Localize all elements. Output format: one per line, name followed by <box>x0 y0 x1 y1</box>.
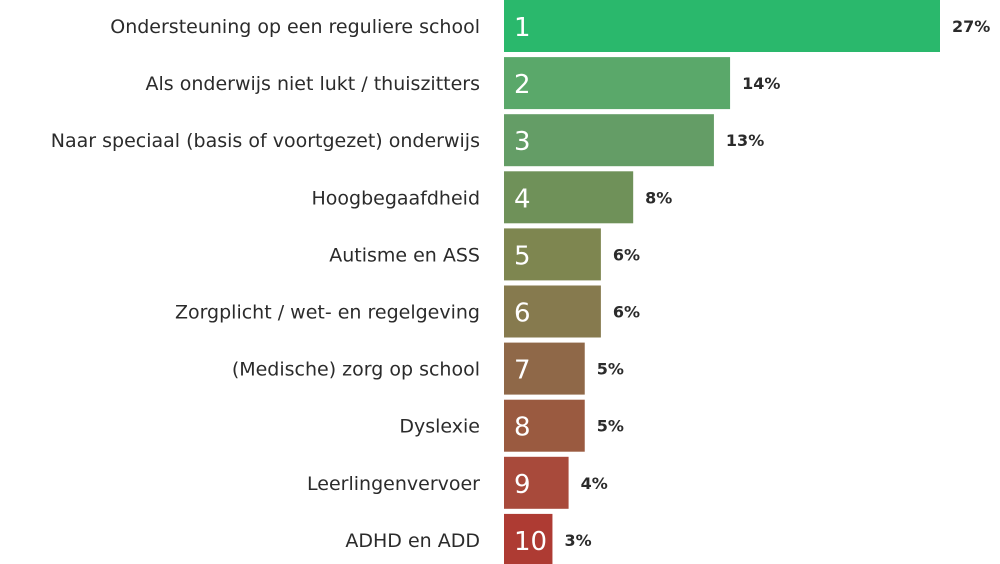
category-label: Autisme en ASS <box>329 244 480 266</box>
rank-label: 8 <box>514 413 531 443</box>
bar-7 <box>504 342 585 395</box>
category-label: Hoogbegaafdheid <box>311 187 480 209</box>
rank-label: 3 <box>514 127 531 157</box>
bar-10 <box>504 513 553 564</box>
category-label: Ondersteuning op een reguliere school <box>110 16 480 38</box>
value-label: 4% <box>581 474 608 493</box>
category-label: Leerlingenvervoer <box>307 473 480 495</box>
value-label: 5% <box>597 417 624 436</box>
bar-9 <box>504 456 569 509</box>
rank-label: 1 <box>514 13 531 43</box>
rank-label: 6 <box>514 299 531 329</box>
rank-label: 9 <box>514 470 531 500</box>
bar-4 <box>504 171 634 224</box>
bar-5 <box>504 228 601 281</box>
rank-label: 2 <box>514 70 531 100</box>
category-label: Dyslexie <box>399 416 480 438</box>
category-label: Zorgplicht / wet- en regelgeving <box>175 302 480 324</box>
rank-label: 4 <box>514 184 531 214</box>
bar-1 <box>504 0 940 52</box>
value-label: 27% <box>952 17 990 36</box>
bar-6 <box>504 285 601 338</box>
bar-8 <box>504 399 585 452</box>
value-label: 6% <box>613 303 640 322</box>
value-label: 3% <box>564 531 591 550</box>
category-label: Naar speciaal (basis of voortgezet) onde… <box>51 130 480 152</box>
rank-label: 5 <box>514 241 531 271</box>
value-label: 8% <box>645 188 672 207</box>
category-label: ADHD en ADD <box>345 530 480 552</box>
bar-2 <box>504 57 731 110</box>
value-label: 13% <box>726 131 764 150</box>
value-label: 14% <box>742 74 780 93</box>
rank-label: 7 <box>514 356 531 386</box>
value-label: 5% <box>597 360 624 379</box>
rank-label: 10 <box>514 527 547 557</box>
bar-3 <box>504 114 714 167</box>
value-label: 6% <box>613 245 640 264</box>
category-label: (Medische) zorg op school <box>232 359 480 381</box>
category-label: Als onderwijs niet lukt / thuiszitters <box>146 73 481 95</box>
